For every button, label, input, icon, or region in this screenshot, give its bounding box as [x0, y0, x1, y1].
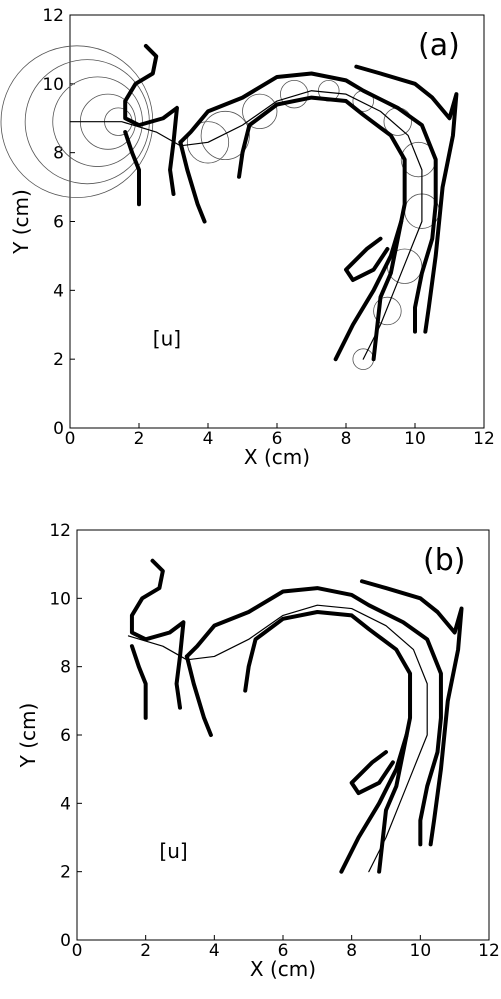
figure: 024681012024681012X (cm)Y (cm)(a)[u]0246…	[0, 0, 501, 999]
x-tick-label: 10	[410, 941, 432, 961]
x-tick-label: 8	[346, 941, 357, 961]
y-tick-label: 0	[60, 931, 71, 951]
x-tick-label: 12	[473, 429, 495, 449]
y-tick-label: 6	[53, 213, 64, 233]
x-tick-label: 0	[72, 941, 83, 961]
panel-label: (a)	[418, 28, 460, 63]
x-tick-label: 12	[478, 941, 500, 961]
y-axis-label: Y (cm)	[16, 703, 40, 769]
y-tick-label: 12	[42, 6, 64, 26]
y-tick-label: 0	[53, 419, 64, 439]
y-tick-label: 10	[49, 589, 71, 609]
x-tick-label: 4	[209, 941, 220, 961]
x-tick-label: 8	[341, 429, 352, 449]
panel-label: (b)	[423, 543, 465, 578]
y-tick-label: 2	[53, 350, 64, 370]
x-tick-label: 10	[404, 429, 426, 449]
y-tick-label: 12	[49, 521, 71, 541]
annotation: [u]	[153, 326, 181, 350]
x-tick-label: 4	[203, 429, 214, 449]
x-tick-label: 2	[134, 429, 145, 449]
y-tick-label: 4	[53, 281, 64, 301]
y-tick-label: 6	[60, 726, 71, 746]
x-axis-label: X (cm)	[244, 445, 310, 469]
y-tick-label: 8	[60, 658, 71, 678]
x-axis-label: X (cm)	[250, 957, 316, 981]
y-tick-label: 10	[42, 75, 64, 95]
x-tick-label: 2	[140, 941, 151, 961]
y-tick-label: 2	[60, 863, 71, 883]
y-tick-label: 8	[53, 144, 64, 164]
y-tick-label: 4	[60, 794, 71, 814]
y-axis-label: Y (cm)	[9, 189, 33, 255]
annotation: [u]	[159, 839, 187, 863]
x-tick-label: 0	[65, 429, 76, 449]
